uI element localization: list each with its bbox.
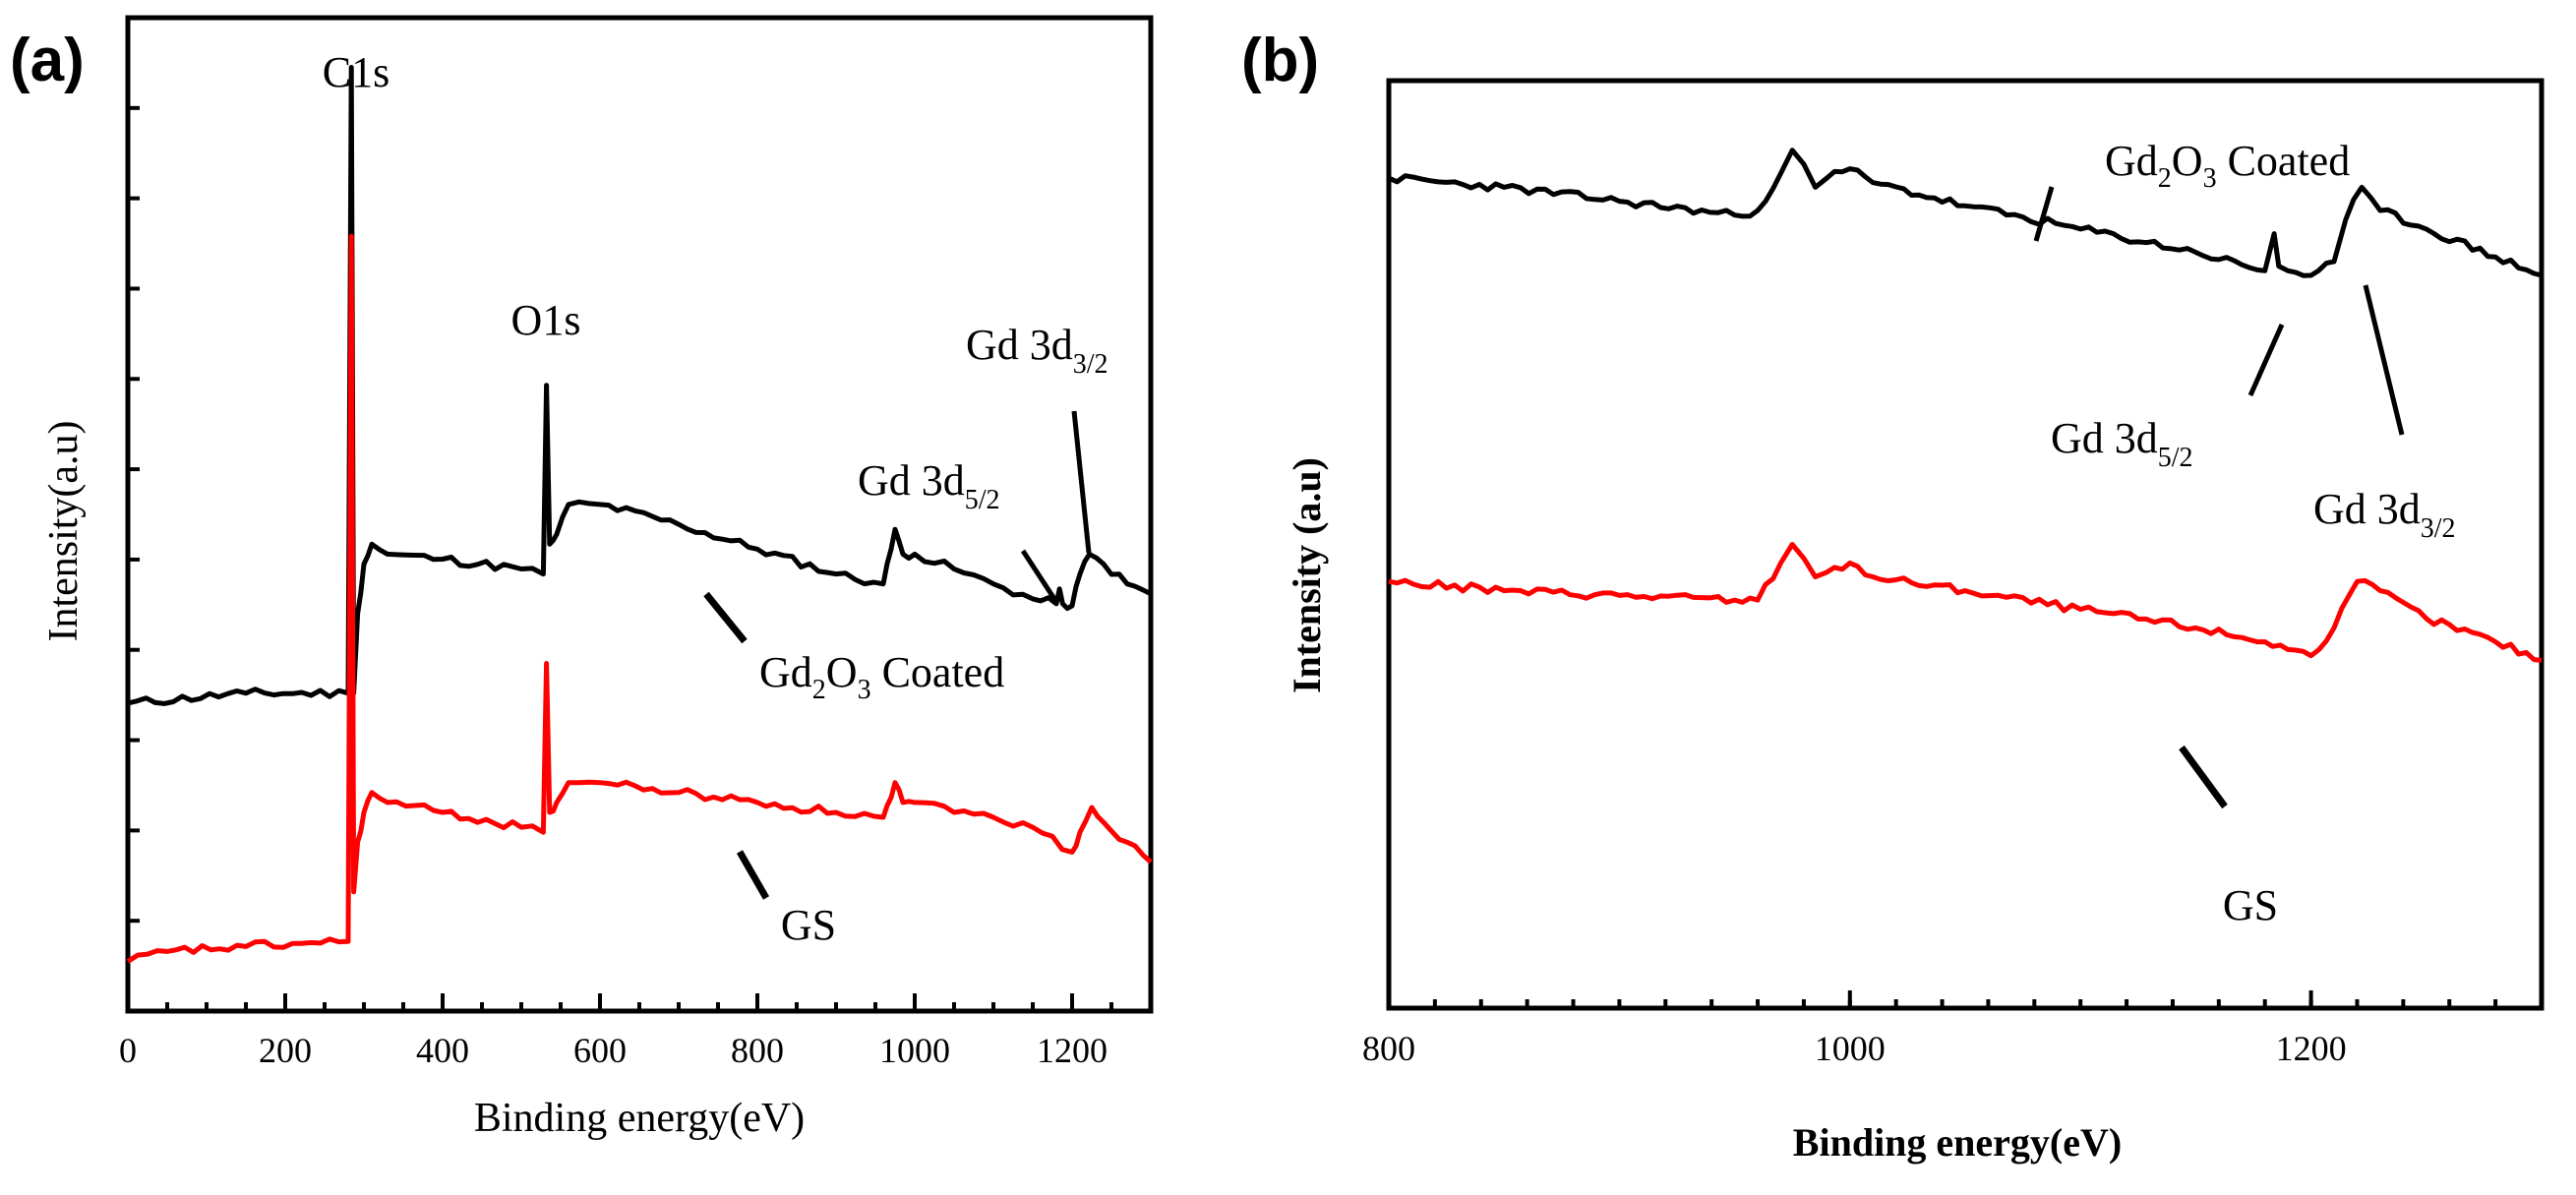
x-tick-label: 800 — [731, 1031, 784, 1070]
panel-b-ticks — [1387, 990, 2544, 1008]
series-gs-line — [126, 233, 1153, 964]
panel-b-leader-coated — [2033, 186, 2055, 242]
panel-b-leader-gd3d52 — [2247, 323, 2285, 397]
panel-a-annotation-gd3d52: Gd 3d5/2 — [858, 456, 1000, 515]
panel-a: (a) 0 200 400 600 800 1000 1200 Binding energy… — [10, 15, 1154, 1141]
x-tick-label: 400 — [416, 1031, 469, 1070]
x-tick-label: 800 — [1362, 1029, 1415, 1068]
panel-b: (b) 800 1000 1200 Binding energy(eV) Inten… — [1241, 27, 2545, 1165]
panel-b-y-axis-label: Intensity (a.u) — [1285, 457, 1329, 693]
panel-a-label: (a) — [10, 27, 85, 94]
panel-a-leader-gd3d32 — [1071, 410, 1092, 554]
x-tick-label: 1000 — [1815, 1029, 1886, 1068]
panel-a-annotation-coated: Gd2O3 Coated — [759, 648, 1004, 705]
panel-a-tick-labels: 0 200 400 600 800 1000 1200 — [119, 1031, 1108, 1070]
panel-a-series — [126, 65, 1153, 964]
x-tick-label: 1200 — [1037, 1031, 1108, 1070]
panel-b-annotation-coated: Gd2O3 Coated — [2105, 137, 2350, 194]
x-tick-label: 0 — [119, 1031, 137, 1070]
series-coated-line — [127, 65, 1153, 706]
panel-b-leader-gs — [2179, 745, 2228, 809]
panel-a-annotation-gs: GS — [781, 901, 836, 949]
panel-b-annotation-gd3d32: Gd 3d3/2 — [2313, 485, 2456, 544]
panel-b-label: (b) — [1241, 27, 1319, 94]
panel-a-x-axis-label: Binding energy(eV) — [474, 1096, 805, 1141]
x-tick-label: 1000 — [879, 1031, 950, 1070]
panel-a-annotation-c1s: C1s — [323, 48, 389, 96]
series-gs-line — [1388, 542, 2543, 663]
panel-b-annotation-gd3d52: Gd 3d5/2 — [2051, 414, 2193, 473]
series-coated-line — [1387, 148, 2543, 278]
panel-a-y-axis-label: Intensity(a.u) — [41, 420, 87, 641]
panel-b-x-axis-label: Binding energy(eV) — [1793, 1120, 2122, 1165]
panel-a-ticks — [126, 105, 1153, 1011]
panel-a-leader-gd3d52 — [1020, 549, 1059, 604]
panel-b-frame — [1386, 78, 2545, 1011]
panel-a-leader-gs — [736, 850, 770, 900]
panel-b-tick-labels: 800 1000 1200 — [1362, 1029, 2347, 1068]
x-tick-label: 600 — [573, 1031, 627, 1070]
x-tick-label: 1200 — [2276, 1029, 2347, 1068]
panel-a-annotation-gd3d32: Gd 3d3/2 — [966, 321, 1108, 380]
panel-a-leader-coated — [703, 591, 748, 644]
panel-b-annotation-gs: GS — [2223, 881, 2278, 929]
panel-a-annotation-o1s: O1s — [511, 296, 581, 344]
panel-b-leader-gd3d32 — [2363, 284, 2405, 436]
panel-b-series — [1387, 148, 2543, 663]
x-tick-label: 200 — [259, 1031, 312, 1070]
